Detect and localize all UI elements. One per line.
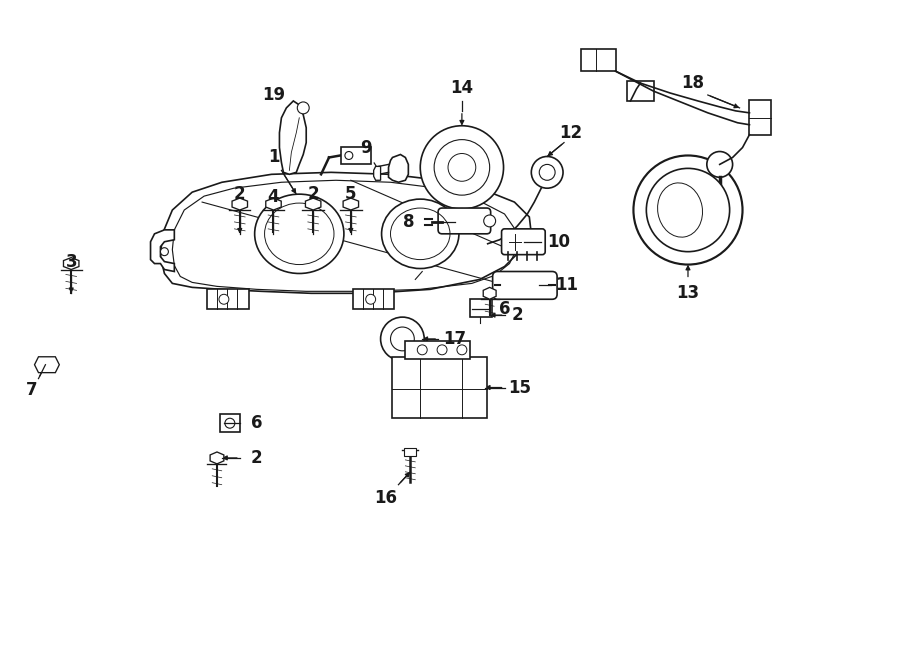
Text: 13: 13 bbox=[677, 284, 699, 302]
Text: 11: 11 bbox=[555, 276, 579, 294]
FancyBboxPatch shape bbox=[353, 290, 394, 309]
Polygon shape bbox=[150, 230, 175, 272]
FancyBboxPatch shape bbox=[207, 290, 248, 309]
FancyBboxPatch shape bbox=[220, 414, 239, 432]
Text: 16: 16 bbox=[374, 488, 397, 506]
Polygon shape bbox=[483, 288, 496, 299]
FancyBboxPatch shape bbox=[405, 341, 470, 359]
Polygon shape bbox=[343, 198, 358, 210]
Text: 3: 3 bbox=[66, 253, 77, 270]
Text: 4: 4 bbox=[267, 188, 279, 206]
FancyBboxPatch shape bbox=[750, 100, 771, 135]
Circle shape bbox=[225, 418, 235, 428]
Text: 2: 2 bbox=[251, 449, 263, 467]
FancyBboxPatch shape bbox=[438, 208, 491, 234]
Circle shape bbox=[160, 248, 168, 256]
Circle shape bbox=[634, 155, 742, 264]
Text: 17: 17 bbox=[444, 330, 466, 348]
Circle shape bbox=[646, 169, 730, 252]
FancyBboxPatch shape bbox=[626, 81, 654, 101]
Circle shape bbox=[219, 294, 229, 304]
Text: 6: 6 bbox=[499, 300, 510, 318]
Polygon shape bbox=[34, 357, 59, 373]
FancyBboxPatch shape bbox=[404, 448, 417, 456]
Text: 15: 15 bbox=[508, 379, 531, 397]
Circle shape bbox=[457, 345, 467, 355]
Polygon shape bbox=[374, 167, 381, 180]
Circle shape bbox=[706, 151, 733, 177]
Text: 2: 2 bbox=[511, 306, 523, 324]
Circle shape bbox=[381, 317, 424, 361]
Circle shape bbox=[418, 345, 428, 355]
Ellipse shape bbox=[531, 157, 563, 188]
Circle shape bbox=[437, 345, 447, 355]
Text: 14: 14 bbox=[450, 79, 473, 97]
Text: 9: 9 bbox=[360, 139, 372, 157]
Text: 8: 8 bbox=[402, 213, 414, 231]
Text: 18: 18 bbox=[681, 74, 705, 92]
FancyBboxPatch shape bbox=[470, 299, 491, 317]
Polygon shape bbox=[64, 258, 79, 270]
Circle shape bbox=[483, 215, 496, 227]
FancyBboxPatch shape bbox=[341, 147, 371, 165]
Polygon shape bbox=[160, 173, 531, 293]
FancyBboxPatch shape bbox=[501, 229, 545, 254]
Polygon shape bbox=[389, 155, 409, 182]
Polygon shape bbox=[279, 101, 306, 175]
Circle shape bbox=[448, 153, 476, 181]
Text: 6: 6 bbox=[251, 414, 263, 432]
Ellipse shape bbox=[255, 194, 344, 274]
Polygon shape bbox=[305, 198, 321, 210]
Text: 12: 12 bbox=[560, 124, 582, 141]
Circle shape bbox=[297, 102, 310, 114]
Polygon shape bbox=[210, 452, 224, 464]
Ellipse shape bbox=[382, 199, 459, 268]
FancyBboxPatch shape bbox=[392, 357, 487, 418]
Ellipse shape bbox=[539, 165, 555, 180]
Polygon shape bbox=[232, 198, 248, 210]
Circle shape bbox=[434, 139, 490, 195]
Text: 10: 10 bbox=[547, 233, 571, 251]
Text: 19: 19 bbox=[262, 86, 285, 104]
Circle shape bbox=[345, 151, 353, 159]
Polygon shape bbox=[266, 198, 281, 210]
Text: 2: 2 bbox=[234, 185, 246, 203]
Text: 5: 5 bbox=[345, 185, 356, 203]
Circle shape bbox=[420, 126, 503, 209]
Circle shape bbox=[365, 294, 375, 304]
Text: 2: 2 bbox=[307, 185, 319, 203]
FancyBboxPatch shape bbox=[492, 272, 557, 299]
Circle shape bbox=[391, 327, 414, 351]
FancyBboxPatch shape bbox=[580, 50, 616, 71]
Text: 7: 7 bbox=[26, 381, 38, 399]
Text: 1: 1 bbox=[267, 149, 279, 167]
